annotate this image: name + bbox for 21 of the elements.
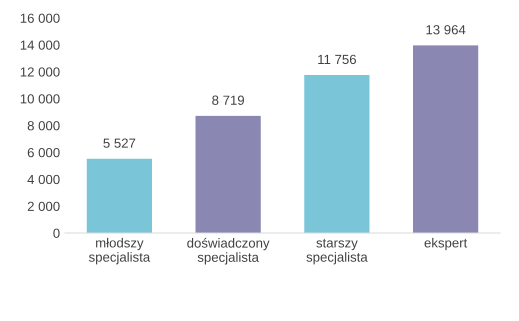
- y-tick-label: 10 000: [20, 94, 60, 104]
- bar: [196, 116, 261, 233]
- y-tick-label: 12 000: [20, 67, 60, 77]
- bar: [86, 158, 152, 233]
- bar: [413, 45, 478, 233]
- y-tick-label: 0: [53, 228, 60, 238]
- data-label: 13 964: [426, 25, 466, 34]
- bar: [304, 75, 370, 233]
- y-tick-label: 6 000: [28, 148, 60, 158]
- x-tick-label: ekspert: [424, 238, 468, 250]
- y-tick-label: 16 000: [20, 14, 60, 23]
- data-label: 8 719: [212, 96, 244, 105]
- y-tick-label: 4 000: [27, 174, 60, 184]
- y-tick-label: 8 000: [28, 121, 60, 130]
- data-label: 5 527: [103, 138, 136, 148]
- x-tick-label: młodszy specjalista: [88, 238, 150, 264]
- x-tick-label: doświadczony specjalista: [187, 238, 270, 265]
- y-tick-label: 14 000: [20, 40, 60, 50]
- data-label: 11 756: [318, 54, 356, 64]
- y-tick-label: 2 000: [28, 202, 60, 212]
- x-tick-label: starszy specjalista: [306, 238, 368, 264]
